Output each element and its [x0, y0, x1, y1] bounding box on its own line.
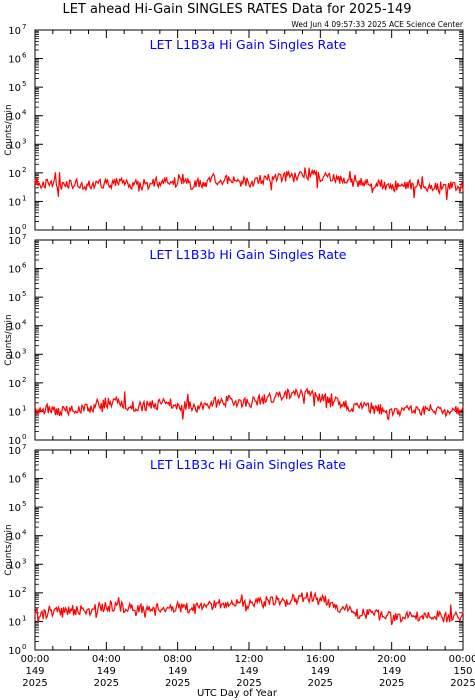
- x-tick-label-doy: 149: [311, 666, 330, 677]
- x-tick-label-time: 00:00: [21, 654, 50, 665]
- x-tick-label-year: 2025: [22, 678, 47, 689]
- y-axis-label: Counts/min: [4, 524, 14, 575]
- y-tick-exponent: 4: [22, 319, 27, 327]
- figure-title: LET ahead Hi-Gain SINGLES RATES Data for…: [62, 2, 411, 17]
- x-tick-label-time: 16:00: [306, 654, 335, 665]
- series-line: [34, 167, 464, 201]
- y-tick-label: 10: [8, 350, 21, 361]
- y-tick-label: 10: [8, 322, 21, 333]
- y-tick-exponent: 6: [22, 472, 27, 480]
- y-tick-exponent: 4: [22, 529, 27, 537]
- y-tick-exponent: 6: [22, 52, 27, 60]
- y-tick-exponent: 5: [22, 290, 26, 298]
- y-tick-exponent: 7: [22, 443, 26, 451]
- y-tick-label: 10: [8, 379, 21, 390]
- series-line: [34, 591, 464, 626]
- x-tick-label-year: 2025: [450, 678, 475, 689]
- y-tick-exponent: 5: [22, 500, 26, 508]
- y-tick-label: 10: [8, 83, 21, 94]
- y-tick-exponent: 0: [22, 643, 26, 651]
- x-tick-label-doy: 149: [97, 666, 116, 677]
- y-tick-label: 10: [8, 26, 21, 37]
- x-tick-label-time: 08:00: [163, 654, 192, 665]
- x-tick-label-doy: 149: [239, 666, 258, 677]
- y-tick-exponent: 3: [22, 557, 26, 565]
- x-tick-label-year: 2025: [308, 678, 333, 689]
- y-tick-exponent: 1: [22, 614, 26, 622]
- x-tick-label-year: 2025: [379, 678, 404, 689]
- x-axis-label: UTC Day of Year: [197, 688, 278, 699]
- y-axis-label: Counts/min: [4, 104, 14, 155]
- y-tick-label: 10: [8, 446, 21, 457]
- timestamp-label: Wed Jun 4 09:57:33 2025 ACE Science Cent…: [291, 20, 464, 29]
- y-tick-exponent: 4: [22, 109, 27, 117]
- y-tick-label: 10: [8, 407, 21, 418]
- y-tick-label: 10: [8, 265, 21, 276]
- x-tick-label-time: 20:00: [377, 654, 406, 665]
- x-tick-label-time: 12:00: [235, 654, 264, 665]
- x-tick-label-year: 2025: [236, 678, 261, 689]
- x-tick-label-time: 04:00: [92, 654, 121, 665]
- y-tick-label: 10: [8, 475, 21, 486]
- x-tick-label-time: 00:00: [449, 654, 475, 665]
- panel-title: LET L1B3b Hi Gain Singles Rate: [150, 247, 347, 262]
- y-tick-exponent: 3: [22, 347, 26, 355]
- x-tick-label-doy: 149: [382, 666, 401, 677]
- y-tick-exponent: 2: [22, 166, 26, 174]
- y-tick-label: 10: [8, 226, 21, 237]
- plot-frame: [34, 29, 464, 231]
- y-tick-exponent: 2: [22, 586, 26, 594]
- y-tick-label: 10: [8, 436, 21, 447]
- y-tick-label: 10: [8, 236, 21, 247]
- y-tick-exponent: 0: [22, 433, 26, 441]
- plot-frame: [34, 449, 464, 651]
- y-tick-label: 10: [8, 560, 21, 571]
- x-tick-label-doy: 149: [25, 666, 44, 677]
- y-tick-exponent: 6: [22, 262, 27, 270]
- y-tick-label: 10: [8, 646, 21, 657]
- series-line: [34, 387, 464, 421]
- y-tick-label: 10: [8, 55, 21, 66]
- y-tick-label: 10: [8, 112, 21, 123]
- x-tick-label-doy: 149: [168, 666, 187, 677]
- y-tick-exponent: 1: [22, 404, 26, 412]
- y-tick-exponent: 0: [22, 223, 26, 231]
- y-tick-label: 10: [8, 532, 21, 543]
- y-tick-label: 10: [8, 169, 21, 180]
- y-tick-exponent: 7: [22, 23, 26, 31]
- x-tick-label-doy: 150: [453, 666, 472, 677]
- y-tick-exponent: 3: [22, 137, 26, 145]
- y-tick-label: 10: [8, 197, 21, 208]
- y-axis-label: Counts/min: [4, 314, 14, 365]
- x-tick-label-year: 2025: [165, 678, 190, 689]
- y-tick-exponent: 5: [22, 80, 26, 88]
- y-tick-label: 10: [8, 617, 21, 628]
- y-tick-exponent: 1: [22, 194, 26, 202]
- y-tick-label: 10: [8, 140, 21, 151]
- panel-title: LET L1B3c Hi Gain Singles Rate: [150, 457, 346, 472]
- panel-title: LET L1B3a Hi Gain Singles Rate: [150, 37, 347, 52]
- y-tick-label: 10: [8, 293, 21, 304]
- y-tick-exponent: 7: [22, 233, 26, 241]
- y-tick-label: 10: [8, 503, 21, 514]
- x-tick-label-year: 2025: [94, 678, 119, 689]
- y-tick-label: 10: [8, 589, 21, 600]
- y-tick-exponent: 2: [22, 376, 26, 384]
